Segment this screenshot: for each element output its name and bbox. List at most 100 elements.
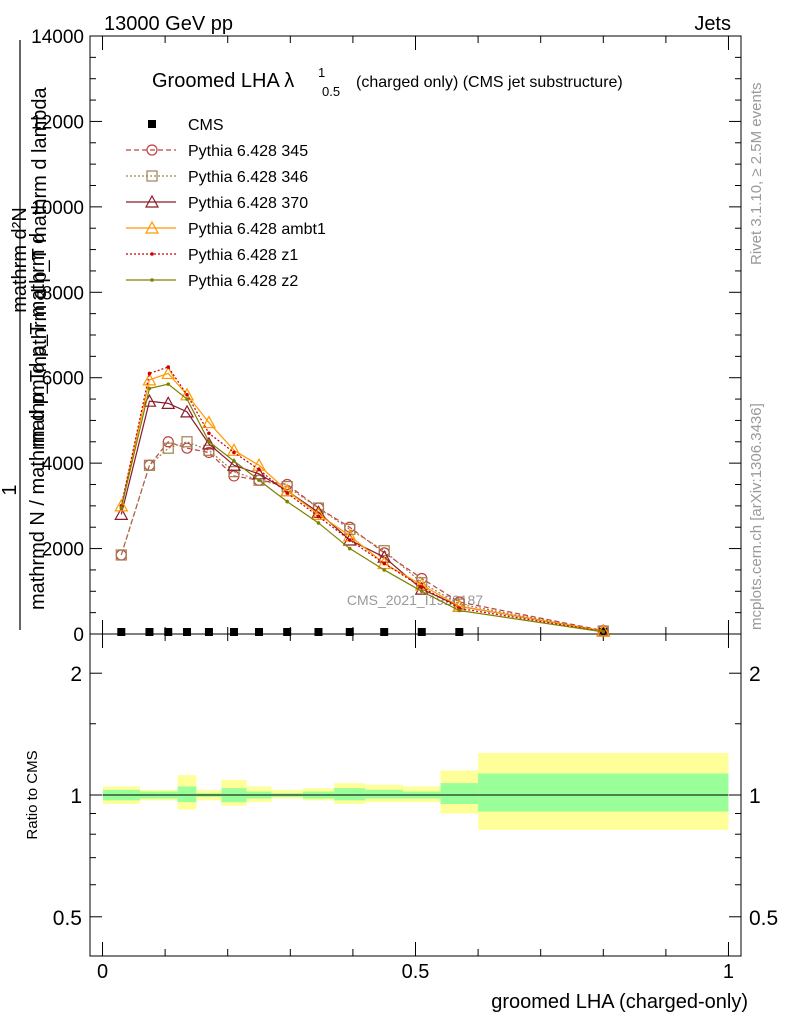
data-point bbox=[311, 507, 326, 521]
series-line bbox=[120, 400, 604, 632]
data-point bbox=[347, 538, 352, 542]
plot-title: Groomed LHA λ bbox=[152, 70, 294, 92]
y-label-one: 1 bbox=[0, 484, 21, 495]
data-point bbox=[114, 498, 129, 512]
header-right: Jets bbox=[694, 13, 731, 35]
data-point bbox=[378, 545, 390, 557]
data-point bbox=[185, 393, 189, 397]
data-point bbox=[314, 628, 323, 636]
plot-title-tail: (charged only) (CMS jet substructure) bbox=[356, 74, 623, 91]
data-point bbox=[207, 439, 211, 444]
ratio-band-inner bbox=[177, 786, 197, 803]
data-point bbox=[147, 386, 152, 391]
data-point bbox=[255, 628, 264, 636]
data-point bbox=[166, 365, 171, 369]
legend-label: Pythia 6.428 346 bbox=[188, 169, 308, 186]
data-point bbox=[114, 507, 129, 521]
x-tick-label: 0.5 bbox=[402, 961, 430, 983]
data-point bbox=[162, 436, 174, 448]
data-point bbox=[382, 568, 387, 572]
legend-label: Pythia 6.428 ambt1 bbox=[188, 221, 326, 238]
data-point bbox=[145, 628, 154, 636]
data-point bbox=[316, 521, 321, 525]
data-point bbox=[253, 474, 265, 486]
ratio-y-ticks: 0.5 0.5 1 1 2 2 bbox=[53, 633, 778, 930]
ratio-y-label: Ratio to CMS bbox=[24, 750, 41, 839]
ratio-y-tick-label-right: 0.5 bbox=[749, 907, 778, 930]
data-point bbox=[204, 628, 213, 636]
legend-label: Pythia 6.428 z2 bbox=[188, 273, 298, 290]
main-y-ticks: 0 2000 4000 6000 8000 10000 12000 14000 bbox=[31, 27, 741, 646]
data-point bbox=[229, 628, 238, 636]
legend-item: Pythia 6.428 z2 bbox=[126, 273, 298, 290]
legend-marker bbox=[150, 252, 154, 256]
data-point bbox=[183, 628, 192, 636]
main-y-tick-label: 8000 bbox=[42, 283, 84, 304]
data-point bbox=[347, 546, 352, 551]
ratio-band-inner bbox=[365, 789, 403, 799]
legend-marker bbox=[148, 120, 156, 128]
legend-marker bbox=[144, 220, 160, 234]
legend-label: Pythia 6.428 345 bbox=[188, 143, 308, 160]
main-y-tick-label: 4000 bbox=[42, 454, 84, 475]
legend-marker bbox=[146, 144, 158, 156]
data-point bbox=[601, 630, 606, 634]
data-point bbox=[180, 404, 195, 418]
legend-marker bbox=[146, 170, 158, 182]
main-y-tick-label: 14000 bbox=[31, 27, 84, 48]
data-point bbox=[181, 442, 193, 454]
series-pythia-6-428-z2 bbox=[119, 382, 606, 634]
data-point bbox=[207, 431, 211, 436]
series-cms bbox=[117, 628, 608, 636]
data-point bbox=[316, 514, 321, 519]
data-point bbox=[143, 459, 156, 471]
ratio-y-tick-label-right: 1 bbox=[749, 785, 761, 808]
legend-item: Pythia 6.428 ambt1 bbox=[126, 220, 326, 238]
legend-item: Pythia 6.428 346 bbox=[126, 169, 308, 186]
y-label-top2: mathrm d p_T mathrm d lambda bbox=[29, 86, 51, 372]
data-point bbox=[161, 366, 176, 380]
data-point bbox=[232, 450, 236, 455]
ratio-bands bbox=[103, 753, 729, 830]
ratio-y-tick-label-right: 2 bbox=[749, 663, 761, 686]
legend: CMS Pythia 6.428 345 Pythia 6.428 346 Pythi… bbox=[126, 117, 326, 290]
ratio-band-inner bbox=[334, 788, 366, 801]
plot-title-sup: 1 bbox=[318, 65, 325, 80]
data-point bbox=[115, 549, 127, 561]
data-point bbox=[117, 628, 126, 636]
legend-item: Pythia 6.428 z1 bbox=[126, 247, 298, 264]
data-point bbox=[232, 459, 236, 463]
main-y-tick-label: 10000 bbox=[31, 198, 84, 219]
data-point bbox=[161, 396, 176, 409]
data-point bbox=[147, 371, 152, 376]
main-y-tick-label: 0 bbox=[73, 625, 84, 646]
data-point bbox=[280, 483, 295, 497]
data-point bbox=[185, 397, 189, 401]
x-tick-label: 1 bbox=[723, 961, 734, 983]
plot-title-sub: 0.5 bbox=[322, 84, 340, 99]
main-y-tick-label: 2000 bbox=[42, 540, 84, 561]
data-point bbox=[257, 467, 261, 472]
rivet-label: Rivet 3.1.10, ≥ 2.5M events bbox=[748, 83, 765, 266]
legend-item: CMS bbox=[148, 117, 224, 134]
data-point bbox=[257, 478, 261, 483]
x-ticks: 0 0.5 1 bbox=[97, 36, 734, 983]
data-point bbox=[455, 628, 464, 636]
data-point bbox=[119, 506, 124, 510]
data-point bbox=[417, 628, 426, 636]
data-point bbox=[226, 458, 241, 471]
data-point bbox=[342, 532, 357, 546]
data-point bbox=[419, 585, 424, 589]
y-label-bottom2: mathrm d p_T mathrm d bbox=[27, 233, 49, 447]
data-point bbox=[203, 444, 215, 456]
data-point bbox=[164, 628, 173, 636]
data-point bbox=[414, 581, 429, 595]
legend-item: Pythia 6.428 370 bbox=[126, 194, 308, 212]
y-label-bottom: mathrmd N / mathrm d p_T bbox=[27, 370, 49, 610]
legend-marker bbox=[144, 194, 160, 208]
ratio-y-tick-label: 0.5 bbox=[53, 907, 82, 930]
x-axis-label: groomed LHA (charged-only) bbox=[491, 991, 748, 1013]
main-y-tick-label: 12000 bbox=[31, 112, 84, 133]
data-point bbox=[285, 491, 289, 495]
series-line bbox=[120, 441, 604, 632]
